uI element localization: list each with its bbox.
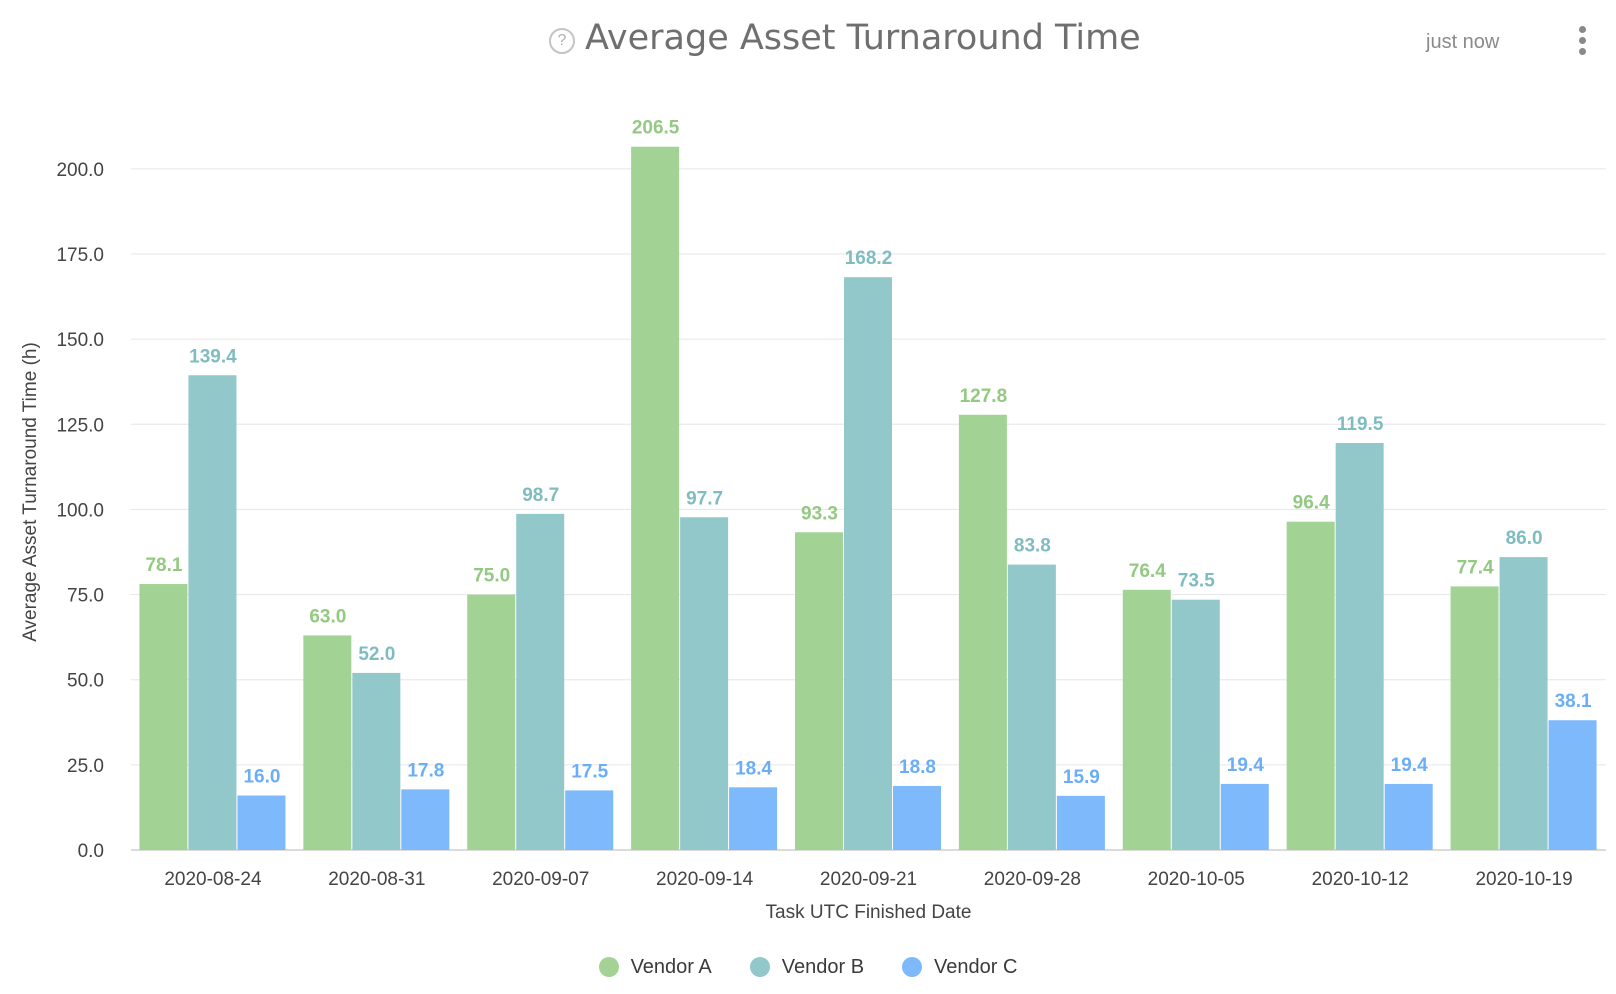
x-tick-label: 2020-10-05 [1148, 869, 1245, 890]
legend-item[interactable]: Vendor B [749, 950, 865, 984]
bar [139, 584, 188, 850]
x-tick-label: 2020-08-31 [328, 869, 425, 890]
data-label: 75.0 [473, 566, 510, 587]
legend-label: Vendor C [934, 955, 1018, 978]
legend-label: Vendor B [781, 955, 865, 978]
bar [1007, 564, 1056, 850]
y-tick-label: 75.0 [67, 586, 104, 607]
bar [680, 517, 729, 850]
y-tick-label: 150.0 [56, 330, 104, 351]
data-label: 93.3 [801, 503, 838, 524]
bar [1122, 589, 1171, 850]
bar [795, 532, 843, 850]
bar-chart: 0.0 25.0 50.0 75.0 100.0 125.0 150.0 175.0 200.0… [20, 118, 1606, 923]
y-tick-label: 200.0 [56, 160, 104, 181]
data-label: 83.8 [1014, 536, 1051, 557]
help-icon[interactable]: ? [549, 28, 575, 54]
x-tick-label: 2020-08-24 [164, 869, 262, 890]
data-label: 119.5 [1337, 414, 1384, 435]
y-tick-label: 50.0 [67, 671, 104, 692]
data-label: 16.0 [243, 767, 280, 788]
y-tick-label: 125.0 [56, 415, 104, 436]
x-axis-title: Task UTC Finished Date [766, 902, 972, 923]
data-label: 15.9 [1063, 767, 1100, 788]
x-tick-label: 2020-09-14 [656, 869, 754, 890]
y-tick-label: 175.0 [56, 245, 104, 266]
bar [1384, 783, 1433, 850]
bar [303, 635, 352, 850]
legend-swatch [749, 957, 770, 977]
data-label: 127.8 [960, 386, 1008, 407]
data-label: 168.2 [845, 248, 893, 269]
data-label: 76.4 [1129, 561, 1166, 582]
data-label: 52.0 [358, 644, 395, 665]
x-tick-label: 2020-10-12 [1312, 869, 1409, 890]
legend-swatch [902, 957, 923, 977]
y-axis-title: Average Asset Turnaround Time (h) [20, 342, 41, 642]
bar [844, 277, 892, 850]
data-label: 78.1 [145, 555, 182, 576]
data-label: 17.8 [407, 760, 444, 781]
bar [401, 789, 450, 850]
chart-legend: Vendor A Vendor B Vendor C [0, 950, 1616, 984]
bar [565, 790, 614, 850]
more-vertical-icon[interactable] [1572, 22, 1592, 62]
x-tick-label: 2020-09-21 [820, 869, 917, 890]
bar [1499, 557, 1548, 850]
bar [729, 787, 778, 850]
chart-title: Average Asset Turnaround Time [585, 18, 1141, 58]
x-tick-label: 2020-10-19 [1475, 869, 1572, 890]
bar [1335, 443, 1384, 850]
bar [1450, 586, 1499, 850]
y-tick-label: 0.0 [78, 841, 104, 862]
y-tick-label: 100.0 [56, 500, 104, 521]
bar [237, 795, 286, 850]
data-label: 96.4 [1293, 493, 1330, 514]
legend-item[interactable]: Vendor C [902, 950, 1017, 984]
data-label: 206.5 [632, 118, 680, 139]
legend-swatch [598, 957, 619, 977]
data-label: 19.4 [1227, 755, 1264, 776]
data-label: 19.4 [1391, 755, 1428, 776]
legend-label: Vendor A [630, 955, 712, 978]
bar [467, 594, 516, 850]
bar [1286, 521, 1335, 850]
data-label: 86.0 [1506, 528, 1543, 549]
chart-header: ? Average Asset Turnaround Time just now [0, 0, 1616, 90]
bar [352, 672, 401, 850]
data-label: 38.1 [1555, 691, 1592, 712]
data-label: 98.7 [522, 485, 559, 506]
x-tick-label: 2020-09-28 [984, 869, 1081, 890]
legend-item[interactable]: Vendor A [598, 950, 712, 984]
bar [958, 414, 1007, 850]
data-label: 18.8 [899, 757, 936, 778]
data-label: 63.0 [309, 606, 346, 627]
bar [1220, 783, 1269, 850]
data-label: 18.4 [735, 758, 772, 779]
bar [1548, 720, 1597, 850]
data-label: 17.5 [571, 761, 608, 782]
y-tick-label: 25.0 [67, 756, 104, 777]
bar [893, 785, 941, 850]
data-label: 97.7 [686, 488, 723, 509]
bar [631, 146, 680, 850]
data-label: 139.4 [189, 346, 237, 367]
bar [1171, 599, 1220, 850]
last-updated-label: just now [1426, 31, 1500, 53]
x-tick-label: 2020-09-07 [492, 869, 589, 890]
bar [1056, 795, 1105, 850]
data-label: 77.4 [1457, 557, 1494, 578]
bar [516, 513, 565, 850]
data-label: 73.5 [1178, 571, 1215, 592]
bar [188, 375, 237, 850]
